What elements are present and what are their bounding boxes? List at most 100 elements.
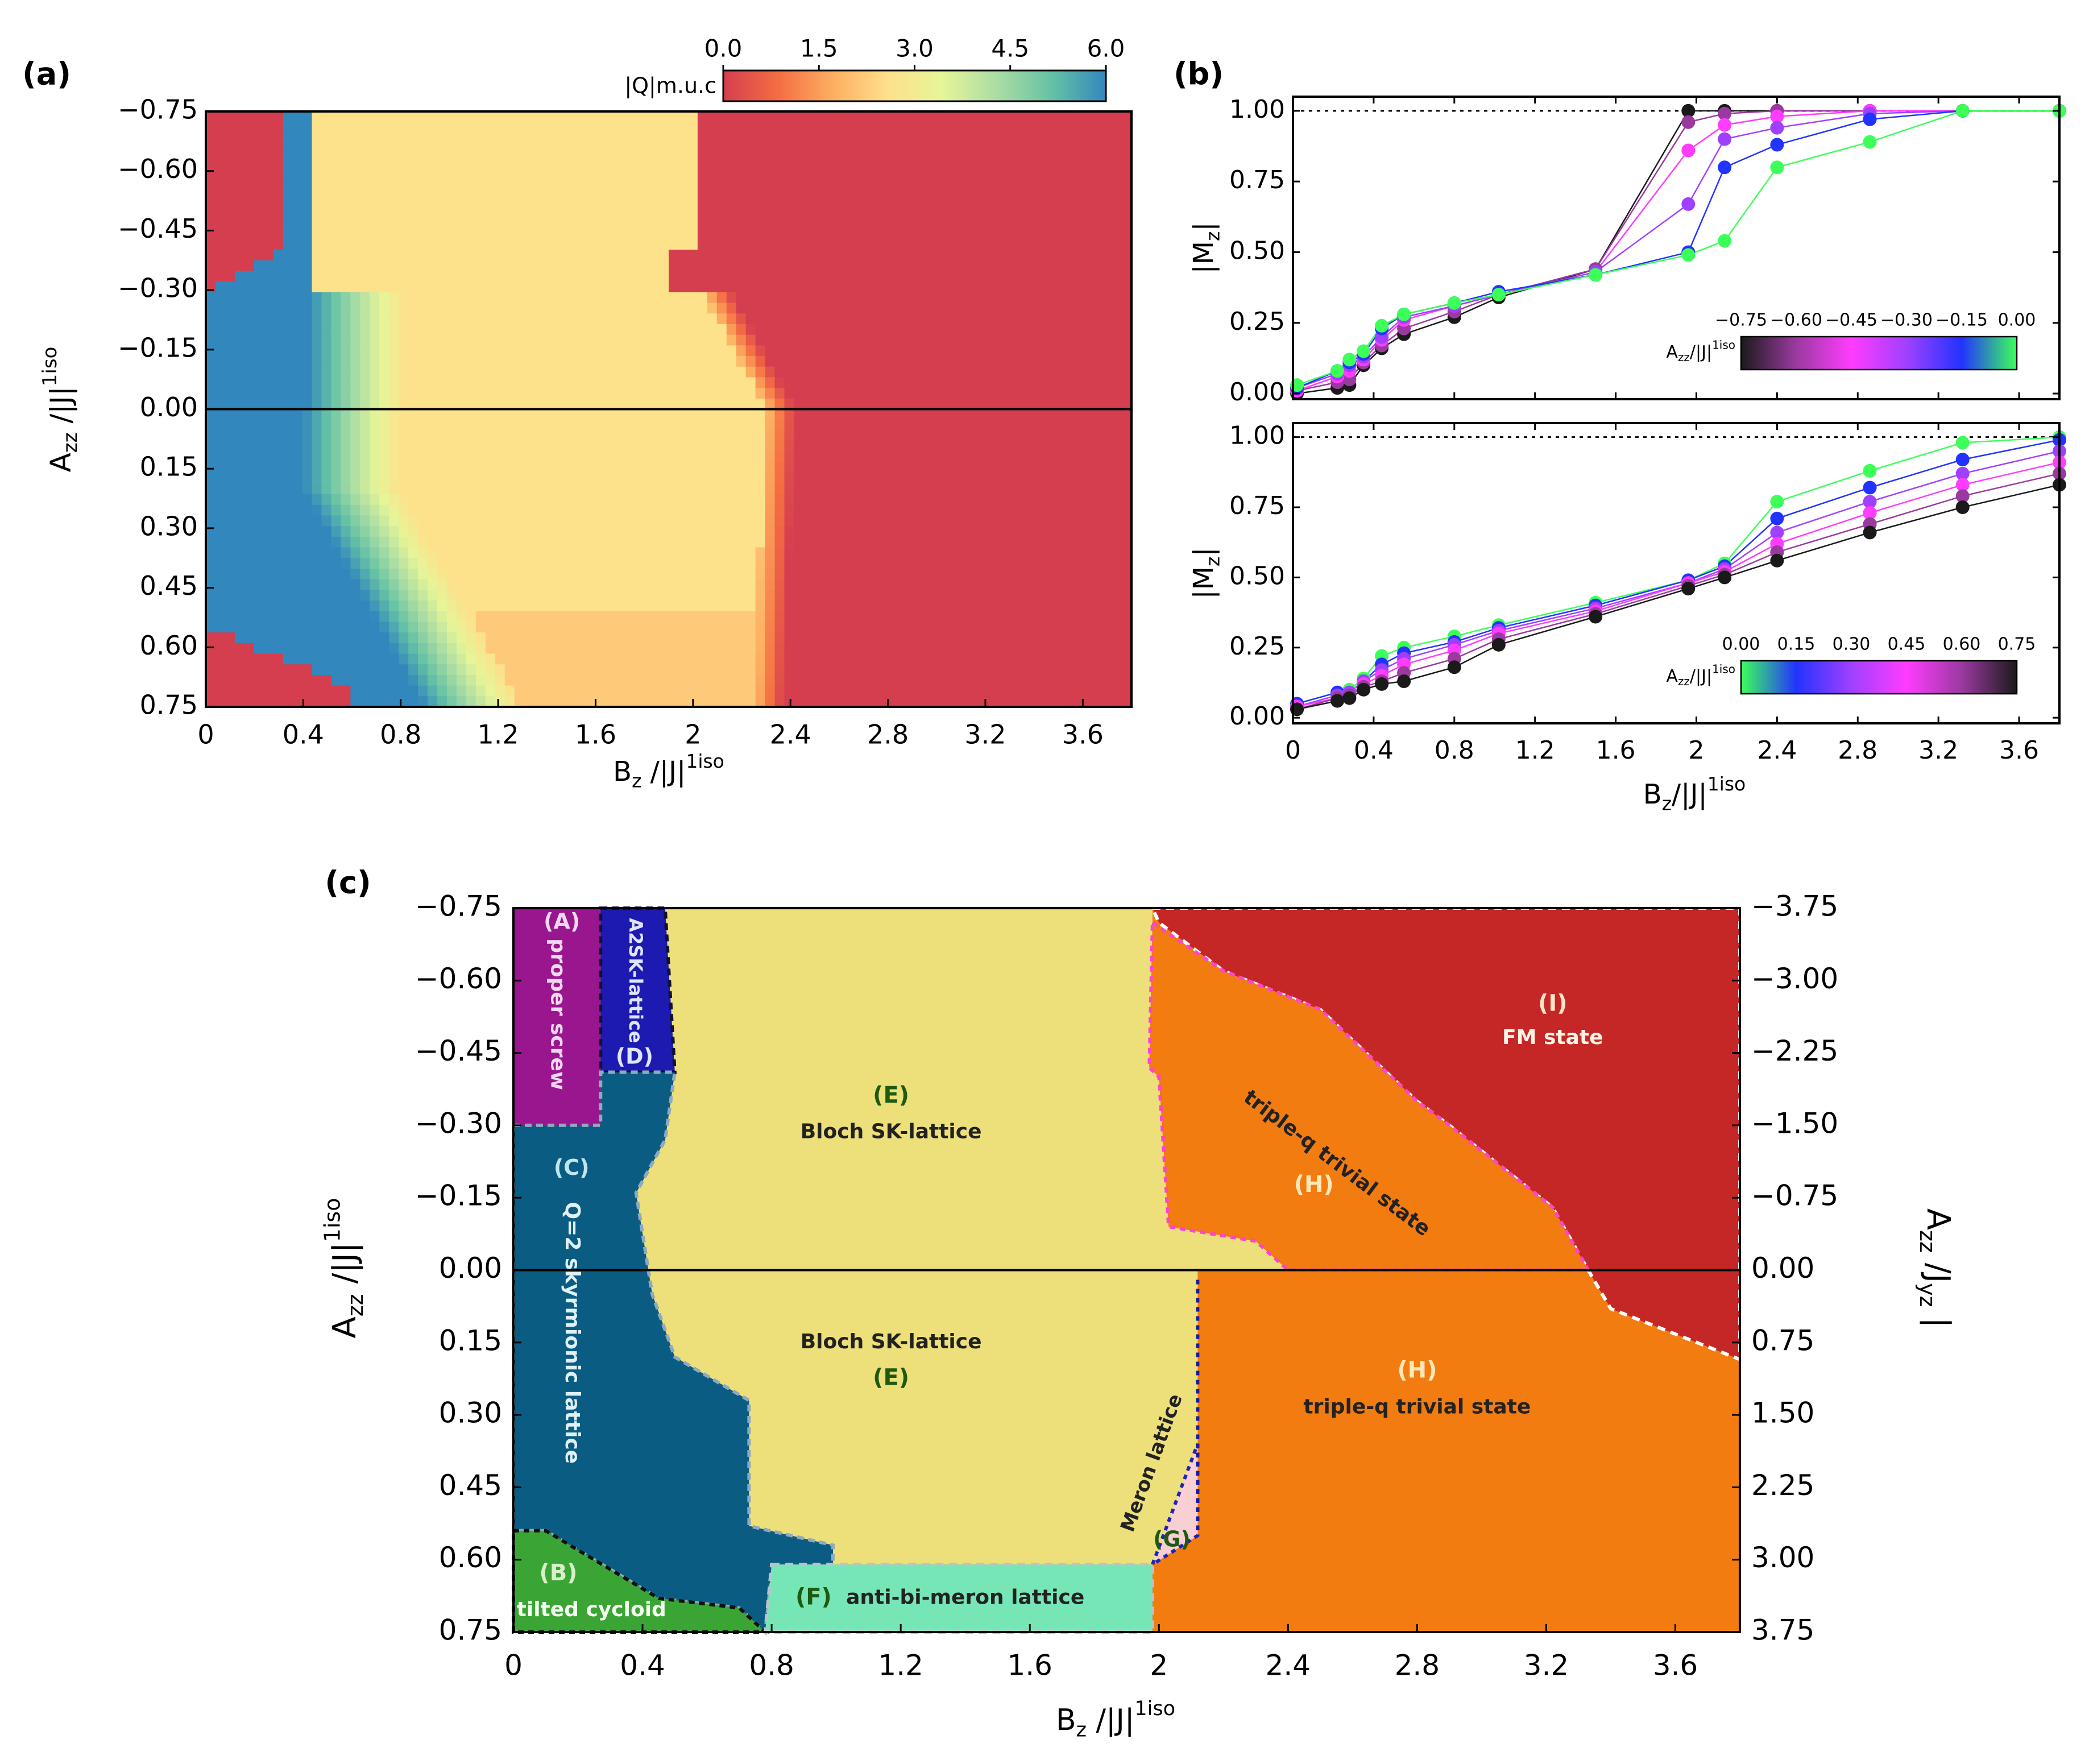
heatmap-cell	[379, 366, 390, 378]
heatmap-cell	[958, 217, 968, 229]
heatmap-cell	[890, 303, 901, 314]
heatmap-cell	[485, 250, 496, 261]
heatmap-cell	[765, 303, 776, 314]
heatmap-cell	[572, 643, 583, 655]
heatmap-cell	[794, 483, 805, 495]
heatmap-cell	[987, 111, 997, 123]
heatmap-cell	[852, 504, 862, 516]
heatmap-cell	[736, 462, 747, 474]
heatmap-cell	[215, 430, 226, 442]
heatmap-cell	[562, 196, 573, 208]
heatmap-cell	[842, 185, 853, 197]
heatmap-cell	[919, 281, 930, 293]
heatmap-cell	[437, 239, 447, 250]
heatmap-cell	[389, 473, 399, 485]
heatmap-cell	[379, 313, 390, 325]
heatmap-cell	[958, 196, 968, 208]
heatmap-cell	[370, 377, 380, 388]
heatmap-cell	[360, 452, 371, 463]
heatmap-cell	[350, 558, 361, 569]
heatmap-cell	[929, 366, 939, 378]
heatmap-cell	[524, 622, 534, 633]
heatmap-cell	[562, 409, 573, 420]
heatmap-cell	[562, 292, 573, 304]
heatmap-cell	[206, 473, 216, 485]
heatmap-cell	[649, 601, 660, 612]
heatmap-cell	[399, 164, 409, 176]
heatmap-cell	[1054, 674, 1065, 686]
heatmap-cell	[399, 356, 409, 367]
heatmap-cell	[504, 653, 515, 665]
heatmap-cell	[283, 239, 293, 250]
heatmap-cell	[784, 515, 795, 527]
heatmap-cell	[861, 228, 872, 240]
heatmap-cell	[215, 473, 226, 485]
heatmap-cell	[379, 377, 390, 388]
heatmap-cell	[736, 568, 747, 580]
heatmap-cell	[446, 473, 457, 485]
heatmap-cell	[370, 515, 380, 527]
heatmap-cell	[745, 377, 756, 388]
heatmap-cell	[996, 536, 1007, 548]
heatmap-cell	[379, 653, 390, 665]
heatmap-cell	[669, 536, 679, 548]
heatmap-cell	[446, 590, 457, 601]
heatmap-cell	[1044, 313, 1055, 325]
heatmap-cell	[254, 601, 264, 612]
heatmap-cell	[466, 250, 476, 261]
heatmap-cell	[389, 164, 399, 176]
heatmap-cell	[341, 217, 351, 229]
heatmap-cell	[861, 175, 872, 187]
heatmap-cell	[774, 250, 785, 261]
heatmap-cell	[225, 313, 235, 325]
heatmap-cell	[938, 334, 949, 346]
heatmap-cell	[687, 462, 698, 474]
heatmap-cell	[553, 271, 563, 282]
heatmap-cell	[543, 185, 554, 197]
heatmap-cell	[273, 164, 284, 176]
heatmap-cell	[736, 611, 747, 623]
heatmap-cell	[881, 420, 891, 431]
heatmap-cell	[370, 462, 380, 474]
heatmap-cell	[938, 643, 949, 655]
heatmap-cell	[524, 143, 534, 155]
heatmap-cell	[1016, 260, 1026, 272]
heatmap-cell	[321, 632, 332, 644]
heatmap-cell	[948, 154, 959, 165]
heatmap-cell	[861, 558, 872, 569]
heatmap-cell	[1006, 185, 1017, 197]
heatmap-cell	[244, 217, 255, 229]
heatmap-cell	[572, 366, 583, 378]
heatmap-cell	[485, 483, 496, 495]
heatmap-cell	[408, 313, 418, 325]
heatmap-cell	[659, 345, 669, 357]
heatmap-cell	[678, 547, 689, 559]
heatmap-cell	[736, 685, 747, 697]
heatmap-cell	[283, 345, 293, 357]
heatmap-cell	[418, 334, 428, 346]
heatmap-cell	[1054, 483, 1065, 495]
heatmap-cell	[244, 111, 255, 123]
heatmap-cell	[582, 228, 592, 240]
heatmap-cell	[533, 260, 544, 272]
heatmap-cell	[582, 250, 592, 261]
heatmap-cell	[1006, 271, 1017, 282]
heatmap-cell	[784, 430, 795, 442]
heatmap-cell	[726, 462, 737, 474]
heatmap-cell	[630, 345, 640, 357]
heatmap-cell	[543, 143, 554, 155]
heatmap-cell	[736, 281, 747, 293]
heatmap-cell	[996, 356, 1007, 367]
heatmap-cell	[360, 632, 371, 644]
heatmap-cell	[302, 664, 313, 676]
heatmap-cell	[1044, 196, 1055, 208]
heatmap-cell	[485, 154, 496, 165]
heatmap-cell	[707, 154, 718, 165]
heatmap-cell	[977, 132, 988, 144]
heatmap-cell	[225, 292, 235, 304]
heatmap-cell	[726, 515, 737, 527]
heatmap-cell	[533, 217, 544, 229]
heatmap-cell	[794, 653, 805, 665]
heatmap-cell	[360, 473, 371, 485]
